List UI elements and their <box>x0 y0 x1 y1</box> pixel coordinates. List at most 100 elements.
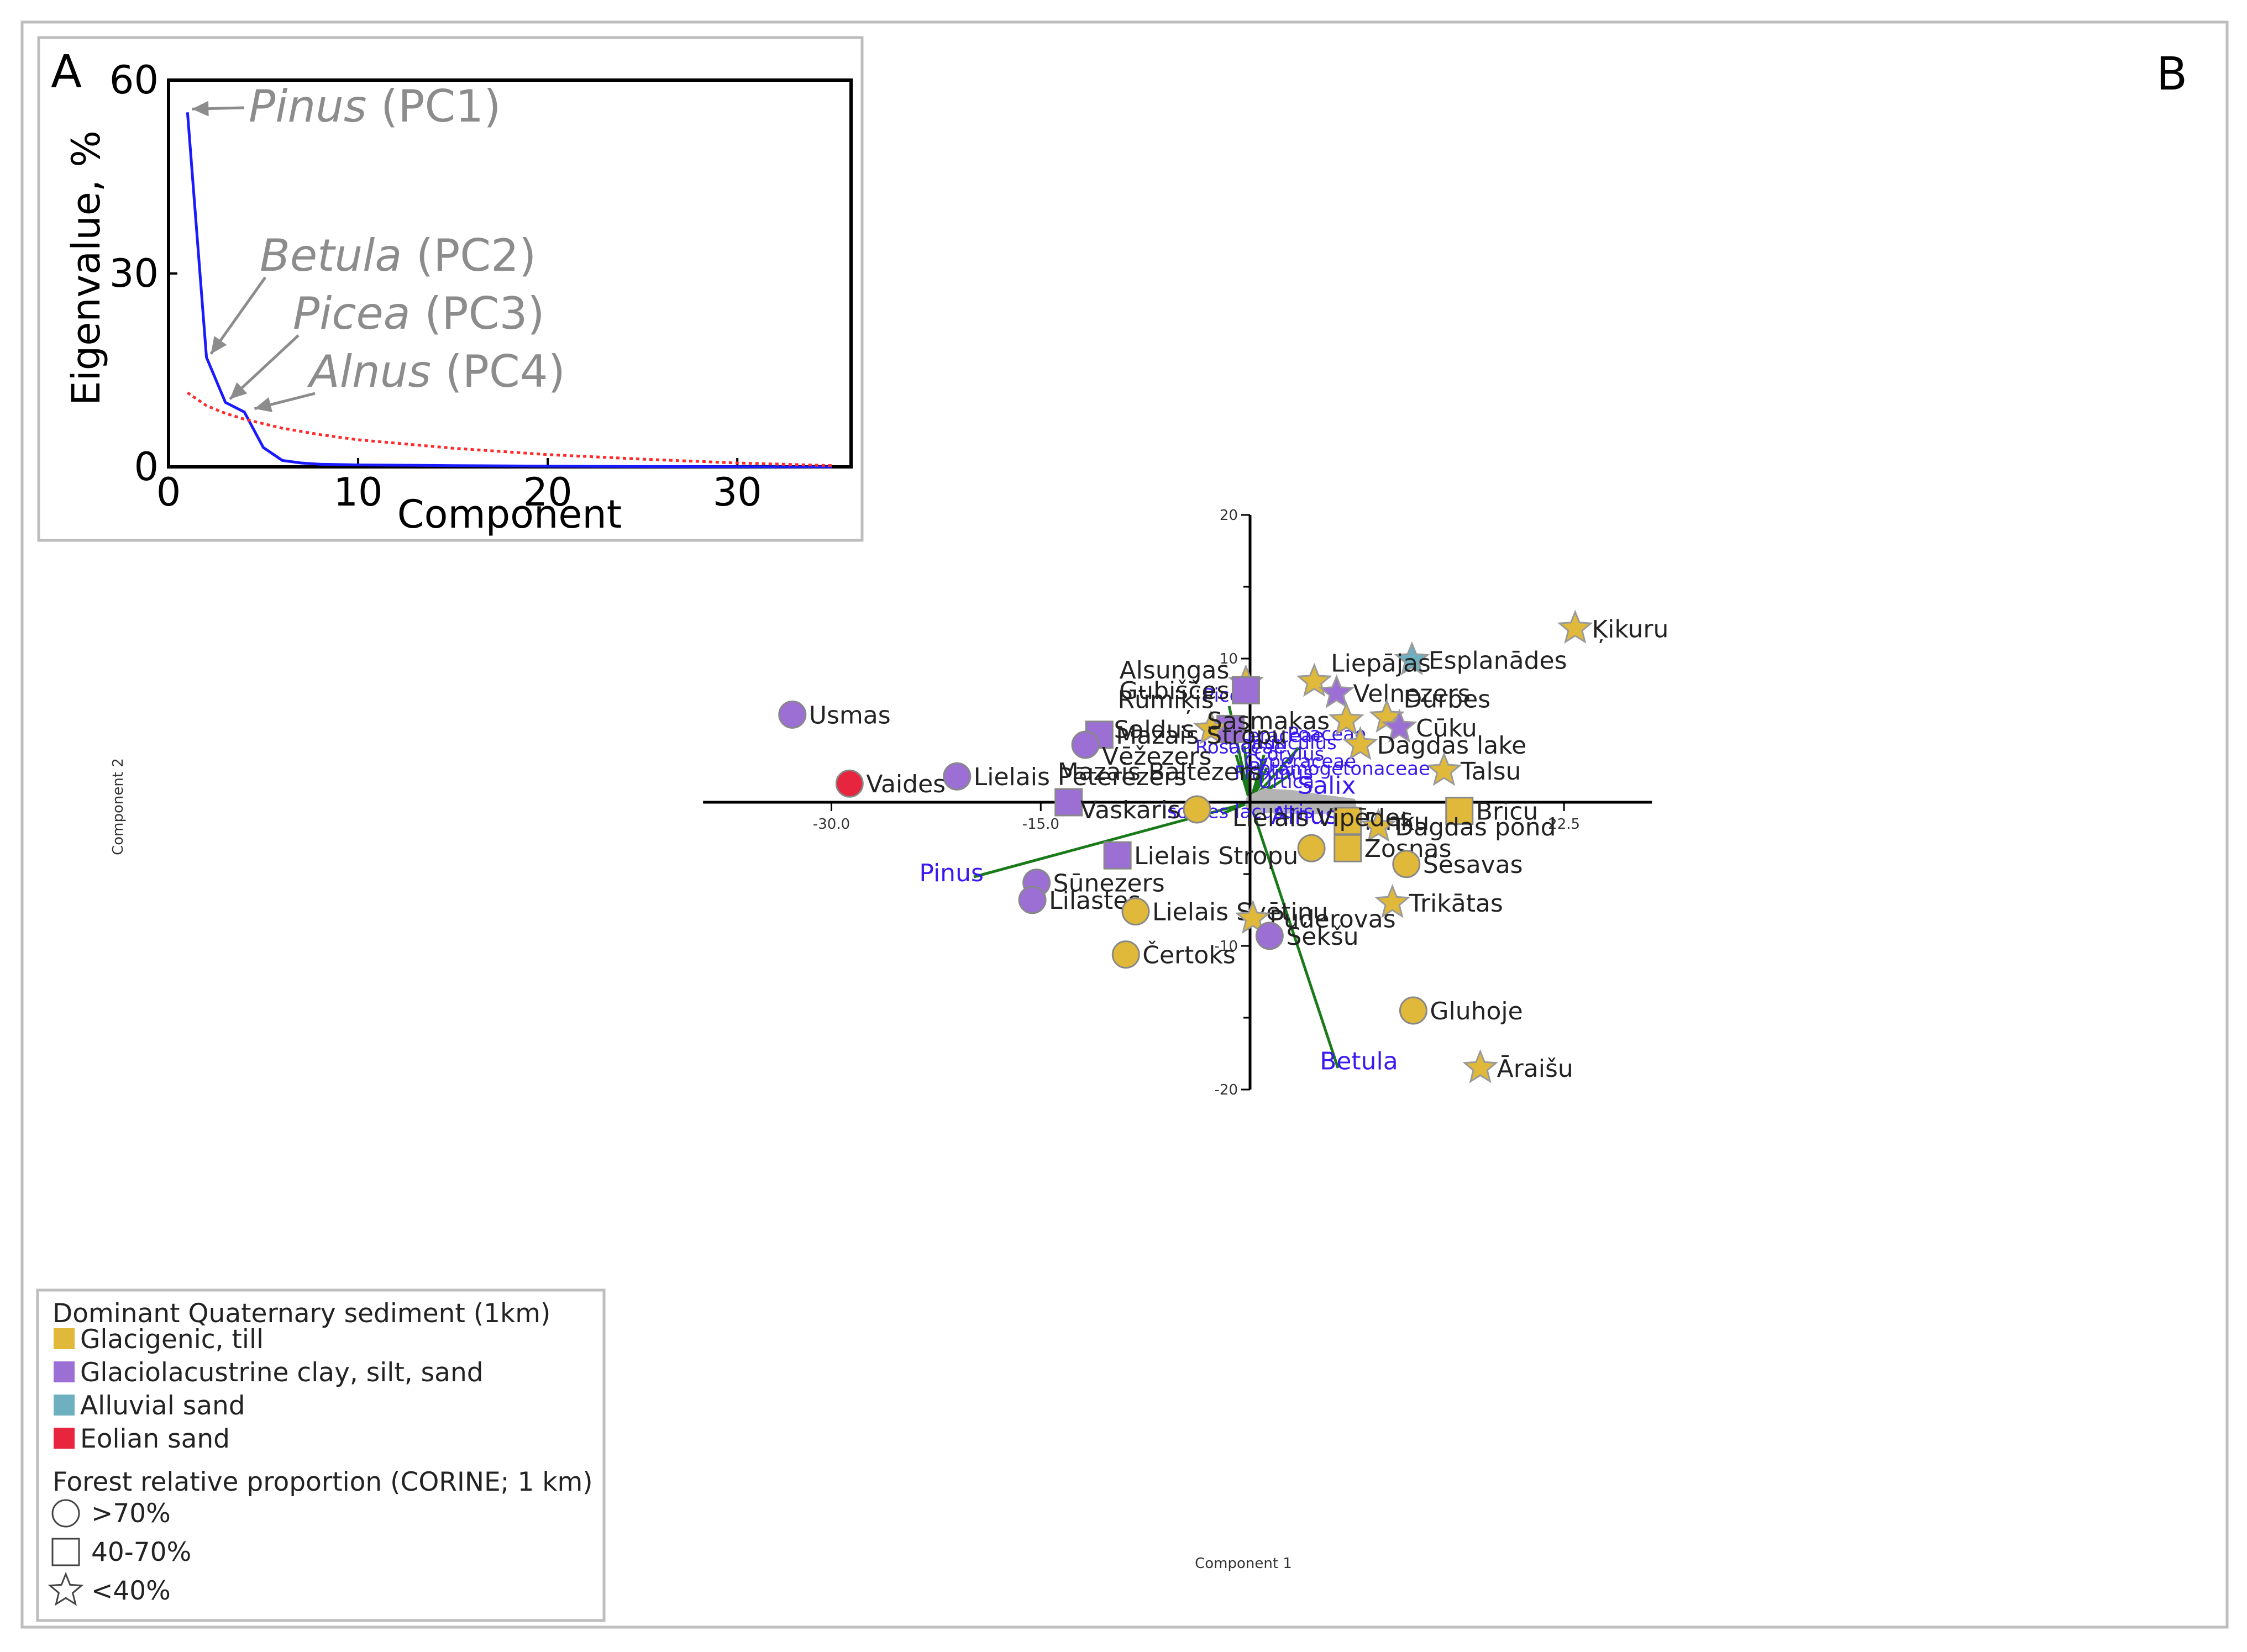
annotation-pinus: Pinus (PC1) <box>192 81 501 132</box>
scree-x-tick-label: 30 <box>713 470 762 515</box>
site-label: Puderovas <box>1269 906 1396 934</box>
panel-b: B -30.0 -15.0 22.5 20 10 -10 -20 Pinus Betula Pi… <box>110 48 2187 1572</box>
site-marker <box>1374 883 1410 918</box>
loading-label-potamogetonaceae: Potamogetonaceae <box>1248 758 1430 780</box>
scree-y-tick-label: 0 <box>134 444 159 490</box>
loading-label-salix: Salix <box>1298 771 1356 799</box>
site-marker <box>1394 641 1430 676</box>
annotation-arrowhead <box>229 382 248 399</box>
site-dagdas-lake: Dagdas lake <box>1342 725 1526 760</box>
site-label: Gluhoje <box>1430 997 1523 1025</box>
site-araisu: Āraišu <box>1462 1049 1573 1083</box>
annotation-arrowhead <box>254 397 272 412</box>
legend-square-icon <box>51 1538 80 1566</box>
site-label: Mazais Baltezers <box>1058 758 1262 786</box>
site-seksu: Sekšu <box>1255 922 1359 951</box>
x-tick-label: -30.0 <box>813 816 850 833</box>
site-lielais-peterezers: Lielais Pēterezers <box>943 762 1186 791</box>
annotation-picea: Picea (PC3) <box>229 288 545 401</box>
site-label: Lielais Pēterezers <box>974 763 1186 791</box>
site-label: Sesavas <box>1423 851 1523 879</box>
site-label: Bricu <box>1476 798 1539 826</box>
site-sesavas: Sesavas <box>1392 850 1523 879</box>
site-label: Alsungas <box>1120 656 1230 685</box>
site-marker <box>1297 834 1326 862</box>
loading-label-cyperaceae: Cyperaceae <box>1245 751 1357 773</box>
site-label: Usmas <box>809 701 891 729</box>
site-gluhoje: Gluhoje <box>1399 996 1523 1025</box>
annotation-label: Betula (PC2) <box>260 230 536 281</box>
site-label: Cūku <box>1416 714 1477 743</box>
legend-forest-title: Forest relative proportion (CORINE; 1 km… <box>53 1467 593 1497</box>
site-label: Dagdas pond <box>1395 813 1556 841</box>
loading-label-corylus: Corylus <box>1254 744 1324 766</box>
y-tick-label: -10 <box>1215 938 1238 955</box>
site-marker <box>1426 751 1462 786</box>
site-marker <box>1319 674 1355 708</box>
scree-series-eigenvalue <box>186 112 832 469</box>
site-label: Trikātas <box>1409 890 1503 918</box>
site-marker <box>1235 899 1271 934</box>
legend-swatch-eolian <box>54 1428 75 1449</box>
legend-swatch-alluvial <box>54 1395 75 1416</box>
site-marker <box>1183 795 1211 824</box>
scree-series <box>186 112 832 469</box>
scree-y-tick-label: 30 <box>109 251 159 296</box>
site-marker <box>1342 725 1378 760</box>
site-gubisces: Gubiščes <box>1119 676 1260 705</box>
scree-series-broken-stick <box>186 391 832 467</box>
legend-swatch-glacigenic <box>54 1328 75 1349</box>
site-label: Āraišu <box>1497 1054 1573 1083</box>
scree-x-title: Component <box>397 492 622 537</box>
site-kikuru: Ķikuru <box>1557 609 1668 644</box>
site-velnezers: Velnezers <box>1319 674 1471 708</box>
site-marker <box>1193 710 1229 744</box>
site-marker <box>1328 701 1364 736</box>
site-label: Dagdas lake <box>1377 732 1526 760</box>
loading-label-ranunculus: Ranunculus <box>1227 732 1336 754</box>
loading-label-alnus: Alnus <box>1271 802 1338 830</box>
site-puderovas: Puderovas <box>1235 899 1396 934</box>
site-marker <box>1231 676 1260 704</box>
scree-ticks: 0 30 60 0 10 20 30 <box>109 57 762 515</box>
annotation-label: Pinus (PC1) <box>249 81 501 132</box>
site-mazais-baltezers: Mazais Baltezers <box>1054 758 1262 817</box>
annotation-arrowhead <box>211 336 227 354</box>
site-label: Lielais Stropu <box>1134 842 1298 870</box>
site-label: Velnezers <box>1353 680 1471 708</box>
site-label: Saldus <box>1114 715 1194 744</box>
site-label: Sasmakas <box>1207 707 1330 735</box>
site-liepajas: Liepājas <box>1296 650 1431 697</box>
site-label: Talsu <box>1460 757 1521 786</box>
site-marker <box>1462 1049 1499 1083</box>
site-marker <box>1360 808 1397 842</box>
legend-swatch-glaciolacustrine <box>54 1361 75 1382</box>
site-bricu: Bricu <box>1445 797 1539 826</box>
legend-label-glaciolacustrine: Glaciolacustrine clay, silt, sand <box>80 1358 484 1388</box>
legend-star-icon <box>48 1571 84 1606</box>
scree-x-tick-label: 20 <box>523 470 573 515</box>
loading-betula <box>1248 802 1340 1069</box>
scree-y-title: Eigenvalue, % <box>64 130 109 406</box>
legend-forest-label: <40% <box>91 1576 171 1606</box>
site-label: Lielais Vipēdes <box>1232 804 1413 832</box>
loading-labels: PinusBetulaPiceaAsteraceaeRosaceaePoacea… <box>919 685 1430 1076</box>
site-marker <box>1296 662 1332 697</box>
site-marker <box>1392 850 1421 878</box>
site-vaskaris: Vaskaris <box>1080 795 1211 824</box>
site-marker <box>778 700 807 729</box>
x-tick-label: -15.0 <box>1022 816 1059 833</box>
legend-sediment-title: Dominant Quaternary sediment (1km) <box>53 1298 550 1329</box>
sites: Ķikuru Esplanādes Alsungas Liepājas Gubiščes… <box>778 609 1668 1083</box>
site-sasmakas: Sasmakas <box>1207 701 1364 736</box>
site-marker <box>1018 886 1047 914</box>
y-tick-label: -20 <box>1215 1082 1238 1098</box>
loading-label-betula: Betula <box>1320 1048 1398 1076</box>
site-marker <box>1121 897 1150 926</box>
legend-forest-label: >70% <box>91 1498 171 1529</box>
x-axis-title: Component 1 <box>1195 1555 1292 1572</box>
site-label: Esplanādes <box>1429 647 1567 675</box>
ordination-axes: -30.0 -15.0 22.5 20 10 -10 -20 <box>703 507 1652 1098</box>
site-label: Durbes <box>1403 686 1490 714</box>
legend-label-eolian: Eolian sand <box>80 1424 230 1454</box>
